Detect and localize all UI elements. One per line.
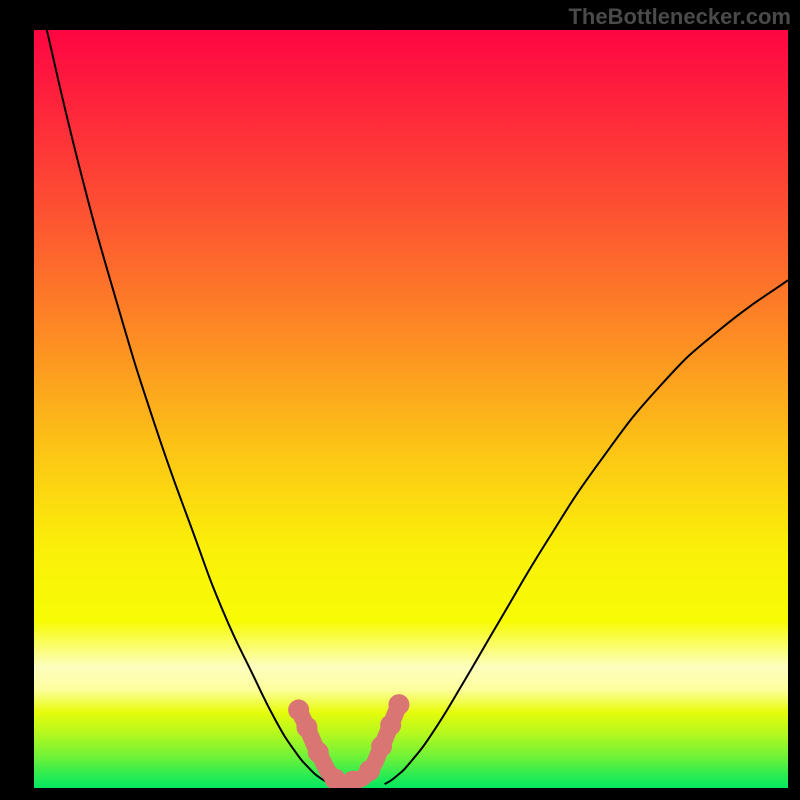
gradient-background	[34, 30, 788, 788]
plot-svg	[34, 30, 788, 788]
highlight-marker	[359, 760, 380, 781]
highlight-marker	[371, 736, 392, 757]
watermark-text: TheBottlenecker.com	[568, 4, 791, 30]
highlight-marker	[296, 717, 317, 738]
chart-frame: TheBottlenecker.com	[0, 0, 800, 800]
highlight-marker	[388, 694, 409, 715]
highlight-marker	[308, 742, 329, 763]
plot-area	[34, 30, 788, 788]
highlight-marker	[380, 715, 401, 736]
